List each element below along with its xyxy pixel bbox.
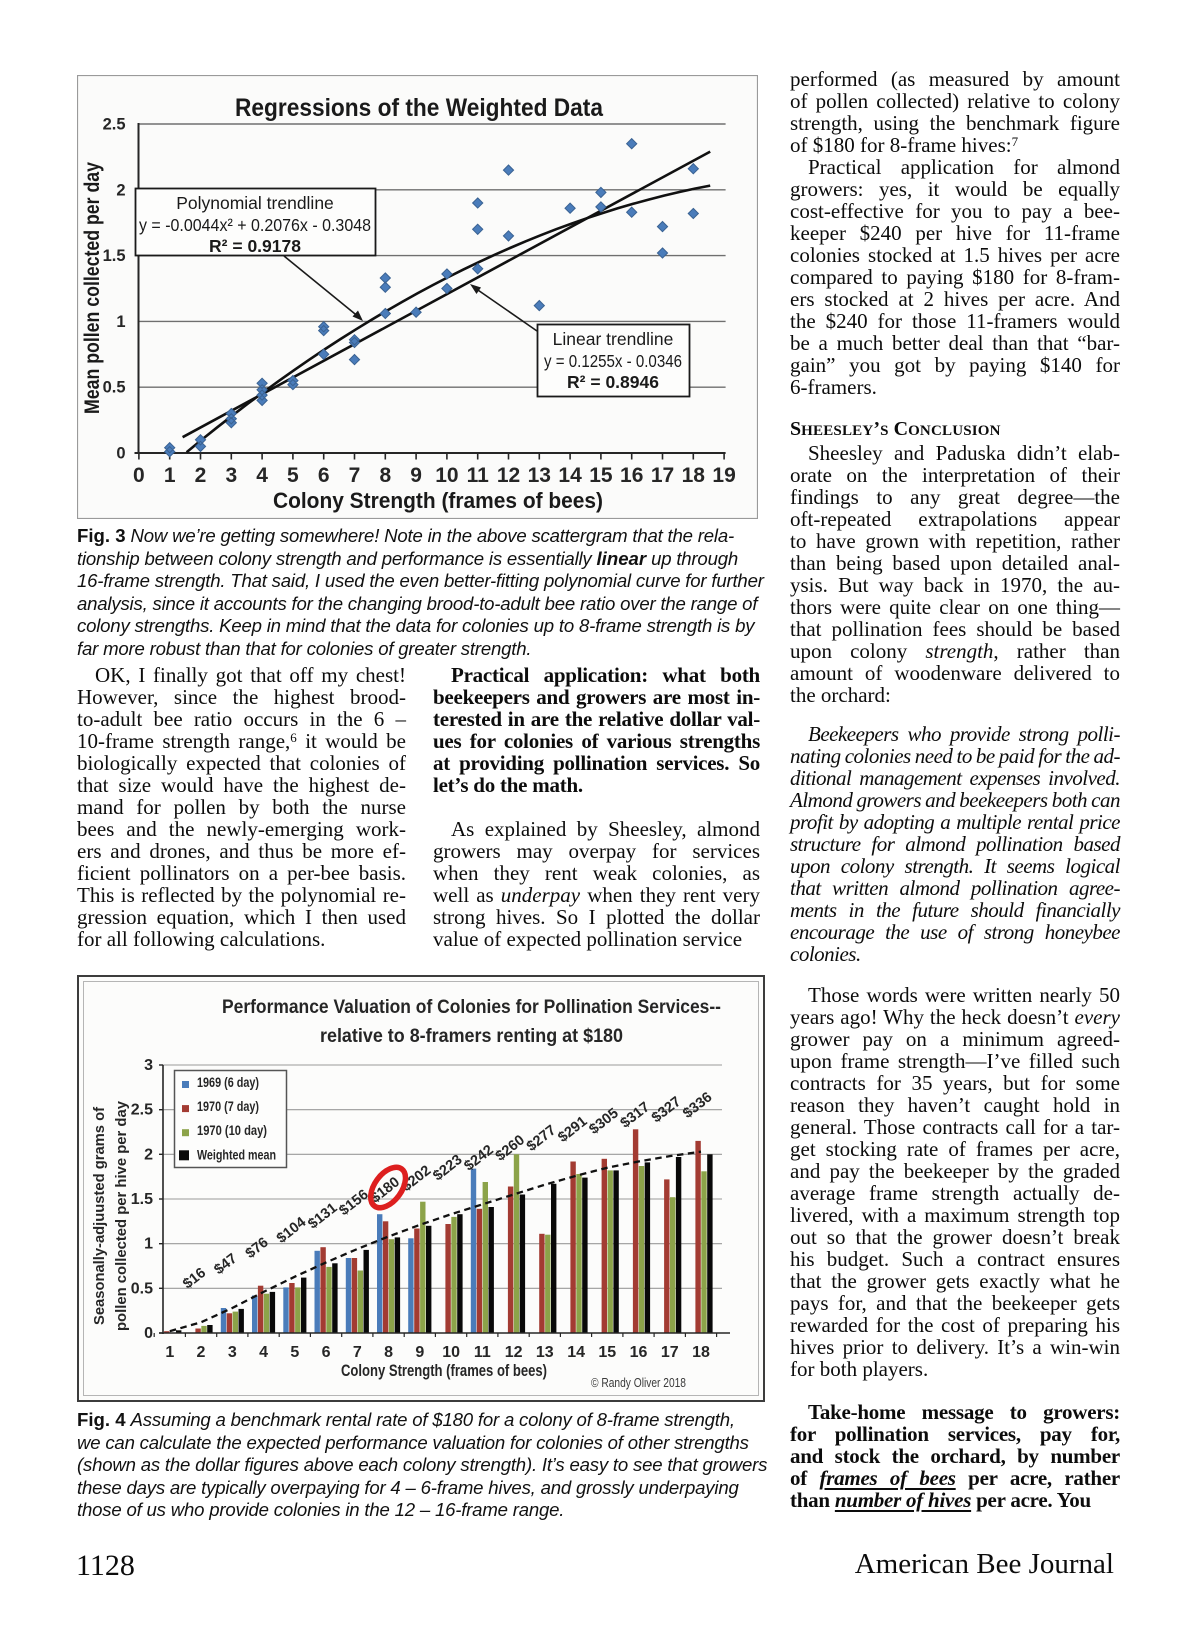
svg-text:17: 17 (661, 1344, 679, 1361)
svg-text:1: 1 (116, 313, 125, 331)
svg-text:18: 18 (692, 1344, 710, 1361)
svg-text:10: 10 (435, 464, 458, 487)
svg-text:2.5: 2.5 (103, 116, 126, 134)
svg-text:0: 0 (116, 445, 125, 463)
svg-text:Seasonally-adjuusted grams of: Seasonally-adjuusted grams of (91, 1106, 108, 1325)
svg-text:2: 2 (195, 464, 207, 487)
svg-text:9: 9 (410, 464, 422, 487)
svg-text:Weighted mean: Weighted mean (197, 1147, 276, 1162)
svg-text:1: 1 (164, 464, 176, 487)
svg-text:8: 8 (379, 464, 391, 487)
svg-text:1: 1 (165, 1344, 174, 1361)
svg-text:© Randy Oliver 2018: © Randy Oliver 2018 (591, 1376, 686, 1390)
svg-text:2: 2 (197, 1344, 206, 1361)
svg-text:0.5: 0.5 (131, 1280, 153, 1297)
svg-text:18: 18 (682, 464, 706, 487)
svg-text:Linear trendline: Linear trendline (553, 329, 674, 349)
svg-text:7: 7 (353, 1344, 362, 1361)
svg-text:11: 11 (474, 1344, 491, 1361)
svg-text:16: 16 (620, 464, 643, 487)
svg-text:9: 9 (415, 1344, 424, 1361)
svg-text:12: 12 (505, 1344, 523, 1361)
svg-text:1.5: 1.5 (131, 1191, 153, 1208)
svg-text:3: 3 (144, 1057, 153, 1074)
svg-text:R² = 0.8946: R² = 0.8946 (567, 372, 659, 392)
svg-text:7: 7 (349, 464, 361, 487)
svg-text:Colony Strength (frames of bee: Colony Strength (frames of bees) (341, 1361, 547, 1380)
svg-text:y = 0.1255x - 0.0346: y = 0.1255x - 0.0346 (544, 351, 682, 371)
svg-text:5: 5 (287, 464, 299, 487)
svg-text:16: 16 (630, 1344, 648, 1361)
svg-text:4: 4 (259, 1344, 268, 1361)
svg-text:relative to 8-framers renting: relative to 8-framers renting at $180 (320, 1025, 623, 1047)
svg-text:6: 6 (322, 1344, 331, 1361)
svg-text:pollen collected per hive per: pollen collected per hive per day (113, 1100, 130, 1331)
svg-text:2.5: 2.5 (131, 1102, 153, 1119)
svg-text:1970 (7 day): 1970 (7 day) (197, 1099, 259, 1114)
svg-text:10: 10 (442, 1344, 460, 1361)
svg-text:5: 5 (290, 1344, 299, 1361)
svg-text:0: 0 (133, 464, 145, 487)
svg-text:14: 14 (558, 464, 582, 487)
svg-text:1970 (10 day): 1970 (10 day) (197, 1123, 267, 1138)
svg-text:1: 1 (144, 1236, 153, 1253)
svg-text:3: 3 (225, 464, 237, 487)
svg-text:19: 19 (712, 464, 735, 487)
svg-text:y = -0.0044x² + 0.2076x - 0.30: y = -0.0044x² + 0.2076x - 0.3048 (139, 215, 371, 235)
svg-text:1969 (6 day): 1969 (6 day) (197, 1075, 259, 1090)
svg-text:8: 8 (384, 1344, 393, 1361)
svg-text:R² = 0.9178: R² = 0.9178 (209, 236, 301, 256)
svg-text:2: 2 (144, 1146, 153, 1163)
svg-text:0: 0 (144, 1325, 153, 1342)
svg-text:Colony Strength (frames of bee: Colony Strength (frames of bees) (273, 488, 603, 513)
svg-text:Performance Valuation of Colon: Performance Valuation of Colonies for Po… (222, 996, 721, 1018)
svg-text:4: 4 (256, 464, 268, 487)
svg-text:3: 3 (228, 1344, 237, 1361)
svg-text:2: 2 (116, 181, 125, 199)
svg-text:13: 13 (536, 1344, 554, 1361)
svg-text:Regressions of the Weighted Da: Regressions of the Weighted Data (235, 94, 604, 122)
svg-text:Mean pollen collected per day: Mean pollen collected per day (81, 162, 104, 414)
svg-text:12: 12 (497, 464, 520, 487)
svg-text:15: 15 (589, 464, 613, 487)
svg-text:14: 14 (567, 1344, 585, 1361)
svg-text:1.5: 1.5 (103, 247, 126, 265)
svg-text:6: 6 (318, 464, 330, 487)
svg-text:Polynomial trendline: Polynomial trendline (176, 193, 334, 213)
svg-text:17: 17 (651, 464, 674, 487)
svg-text:13: 13 (528, 464, 551, 487)
svg-text:0.5: 0.5 (103, 379, 126, 397)
svg-text:11: 11 (467, 464, 490, 487)
svg-text:15: 15 (598, 1344, 616, 1361)
